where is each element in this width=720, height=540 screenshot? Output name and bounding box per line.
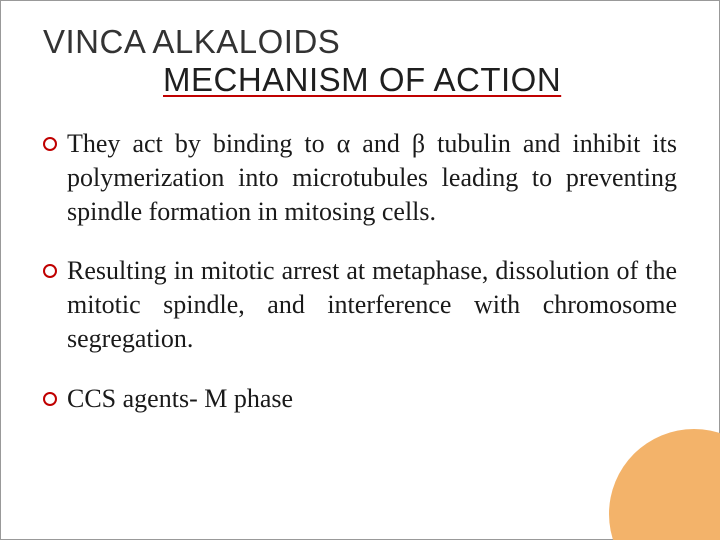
bullet-icon [43,392,57,406]
bullet-text: CCS agents- M phase [67,382,677,416]
list-item: CCS agents- M phase [43,382,677,416]
bullet-icon [43,264,57,278]
bullet-icon [43,137,57,151]
title-block: VINCA ALKALOIDS MECHANISM OF ACTION [43,23,677,99]
list-item: They act by binding to α and β tubulin a… [43,127,677,228]
title-line-2: MECHANISM OF ACTION [163,61,677,99]
list-item: Resulting in mitotic arrest at metaphase… [43,254,677,355]
title-line-1: VINCA ALKALOIDS [43,23,677,61]
bullet-list: They act by binding to α and β tubulin a… [43,127,677,416]
decorative-circle [609,429,720,540]
bullet-text: Resulting in mitotic arrest at metaphase… [67,254,677,355]
slide: VINCA ALKALOIDS MECHANISM OF ACTION They… [0,0,720,540]
bullet-text: They act by binding to α and β tubulin a… [67,127,677,228]
